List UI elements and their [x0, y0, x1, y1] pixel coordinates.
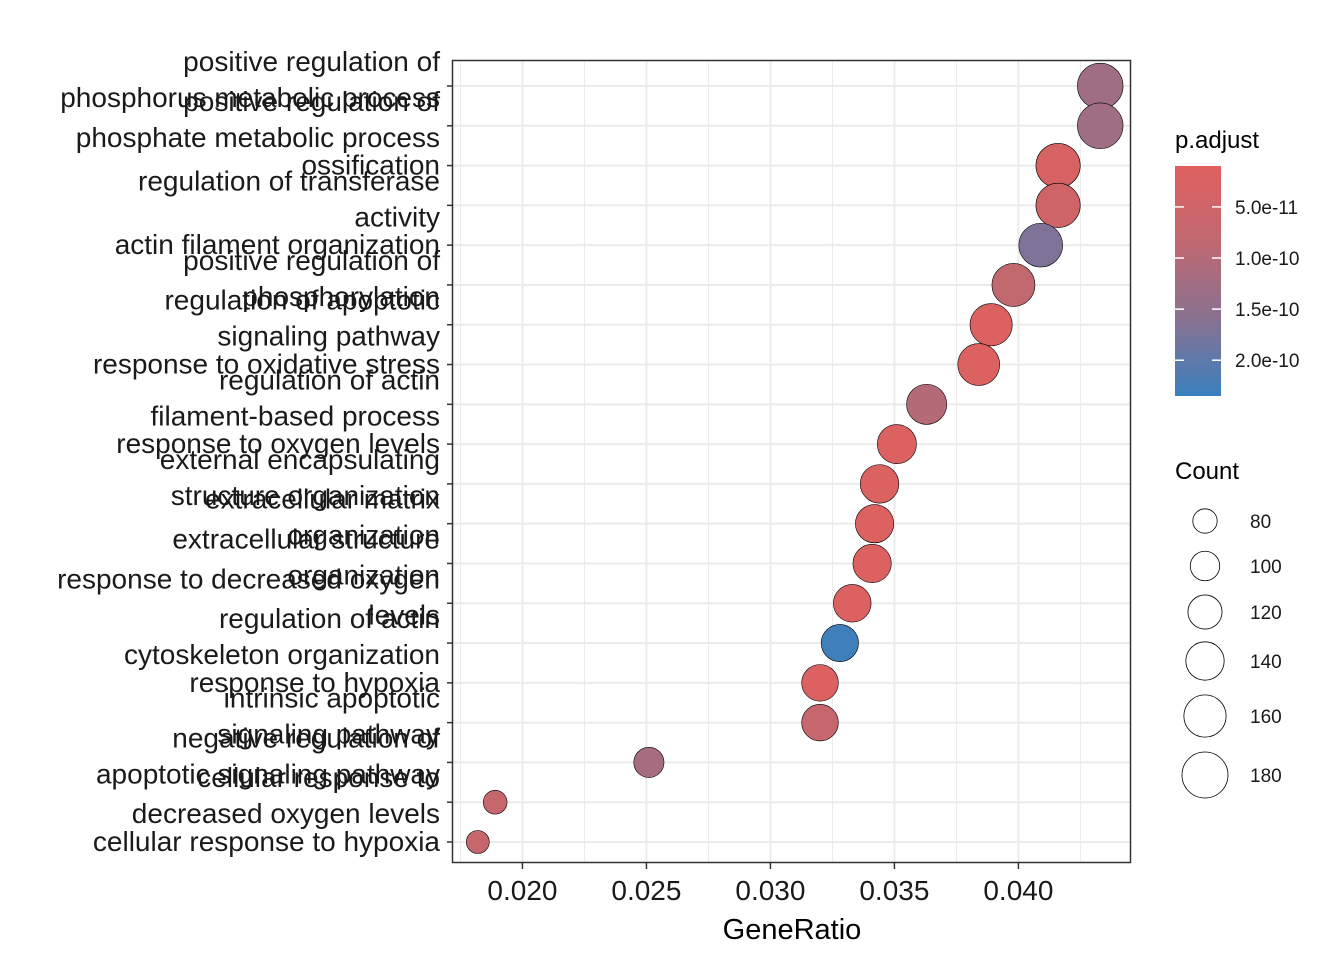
data-point [859, 464, 900, 504]
y-tick-label: actin filament organization [115, 229, 440, 260]
y-tick-label: negative regulation of apoptotic signalin… [96, 722, 440, 789]
size-legend-label: 120 [1250, 603, 1282, 624]
color-legend-label: 2.0e-10 [1235, 351, 1299, 372]
size-legend-label: 160 [1250, 707, 1282, 728]
data-point [465, 830, 490, 854]
y-tick-label: intrinsic apoptotic signaling pathway [217, 683, 440, 750]
y-tick-label: response to oxidative stress [93, 349, 440, 380]
data-point [482, 789, 508, 815]
color-legend-ticks: 5.0e-11 1.0e-10 1.5e-10 2.0e-10 [1175, 198, 1299, 372]
size-legend-label: 100 [1250, 557, 1282, 578]
y-tick-label: cellular response to decreased oxygen lev… [132, 762, 440, 829]
data-point [991, 263, 1036, 307]
y-tick-label: response to hypoxia [189, 667, 440, 698]
y-tick-label: cellular response to hypoxia [93, 826, 441, 857]
data-point [633, 747, 665, 778]
x-axis-title: GeneRatio [723, 914, 862, 946]
size-legend: Count 80 100 120 140 160 180 [1175, 458, 1282, 799]
y-axis-labels: positive regulation of phosphorus metabol… [57, 46, 453, 857]
size-legend-keys: 80 100 120 140 160 180 [1181, 508, 1282, 799]
y-tick-label: positive regulation of phosphorus metabol… [60, 46, 440, 113]
y-tick-label: external encapsulating structure organiza… [160, 444, 440, 511]
y-tick-label: extracellular structure organization [172, 523, 440, 590]
data-point [1077, 102, 1124, 149]
size-legend-circle [1192, 508, 1218, 534]
y-tick-label: ossification [301, 150, 440, 181]
data-point [1077, 62, 1124, 110]
size-legend-circle [1189, 550, 1221, 582]
data-point [833, 584, 872, 623]
size-legend-label: 80 [1250, 512, 1271, 533]
size-legend-circle [1187, 594, 1223, 630]
color-bar [1175, 166, 1221, 396]
x-tick-label: 0.025 [611, 875, 681, 906]
y-tick-label: response to oxygen levels [116, 428, 440, 459]
x-tick-label: 0.035 [859, 875, 929, 906]
color-legend-label: 1.0e-10 [1235, 249, 1299, 270]
y-tick-label: extracellular matrix organization [205, 484, 440, 551]
data-point [1035, 182, 1081, 228]
color-legend-label: 1.5e-10 [1235, 300, 1299, 321]
x-tick-label: 0.020 [487, 875, 557, 906]
y-tick-label: positive regulation of phosphate metaboli… [76, 86, 440, 153]
data-point [801, 703, 839, 742]
data-point [969, 303, 1013, 347]
size-legend-title: Count [1175, 458, 1239, 485]
y-tick-label: positive regulation of phosphorylation [183, 245, 440, 312]
y-tick-label: regulation of actin cytoskeleton organiza… [124, 603, 440, 670]
y-tick-label: regulation of transferase activity [138, 165, 440, 232]
size-legend-circle [1185, 641, 1225, 681]
size-legend-circle [1181, 751, 1229, 799]
x-axis: 0.020 0.025 0.030 0.035 0.040 [487, 862, 1053, 906]
points [465, 62, 1124, 854]
data-point [906, 383, 948, 425]
data-point [855, 504, 895, 544]
color-legend-title: p.adjust [1175, 127, 1259, 154]
data-point [877, 424, 917, 464]
data-point [1035, 143, 1081, 189]
data-point [820, 624, 859, 663]
y-tick-label: regulation of actin filament-based proces… [151, 364, 440, 431]
x-tick-label: 0.030 [735, 875, 805, 906]
color-legend-label: 5.0e-11 [1235, 198, 1298, 219]
y-tick-label: response to decreased oxygen levels [57, 563, 440, 630]
panel-border [451, 59, 1132, 864]
data-point [957, 343, 1000, 386]
grid [453, 61, 1130, 862]
data-point [801, 664, 839, 702]
y-tick-label: regulation of apoptotic signaling pathway [164, 285, 440, 352]
data-point [852, 544, 892, 583]
size-legend-label: 140 [1250, 652, 1282, 673]
color-legend: p.adjust 5.0e-11 1.0e-10 1.5e-10 2.0e-10 [1175, 127, 1299, 396]
data-point [1018, 222, 1063, 268]
x-tick-label: 0.040 [983, 875, 1053, 906]
size-legend-label: 180 [1250, 766, 1282, 787]
size-legend-circle [1183, 694, 1227, 738]
